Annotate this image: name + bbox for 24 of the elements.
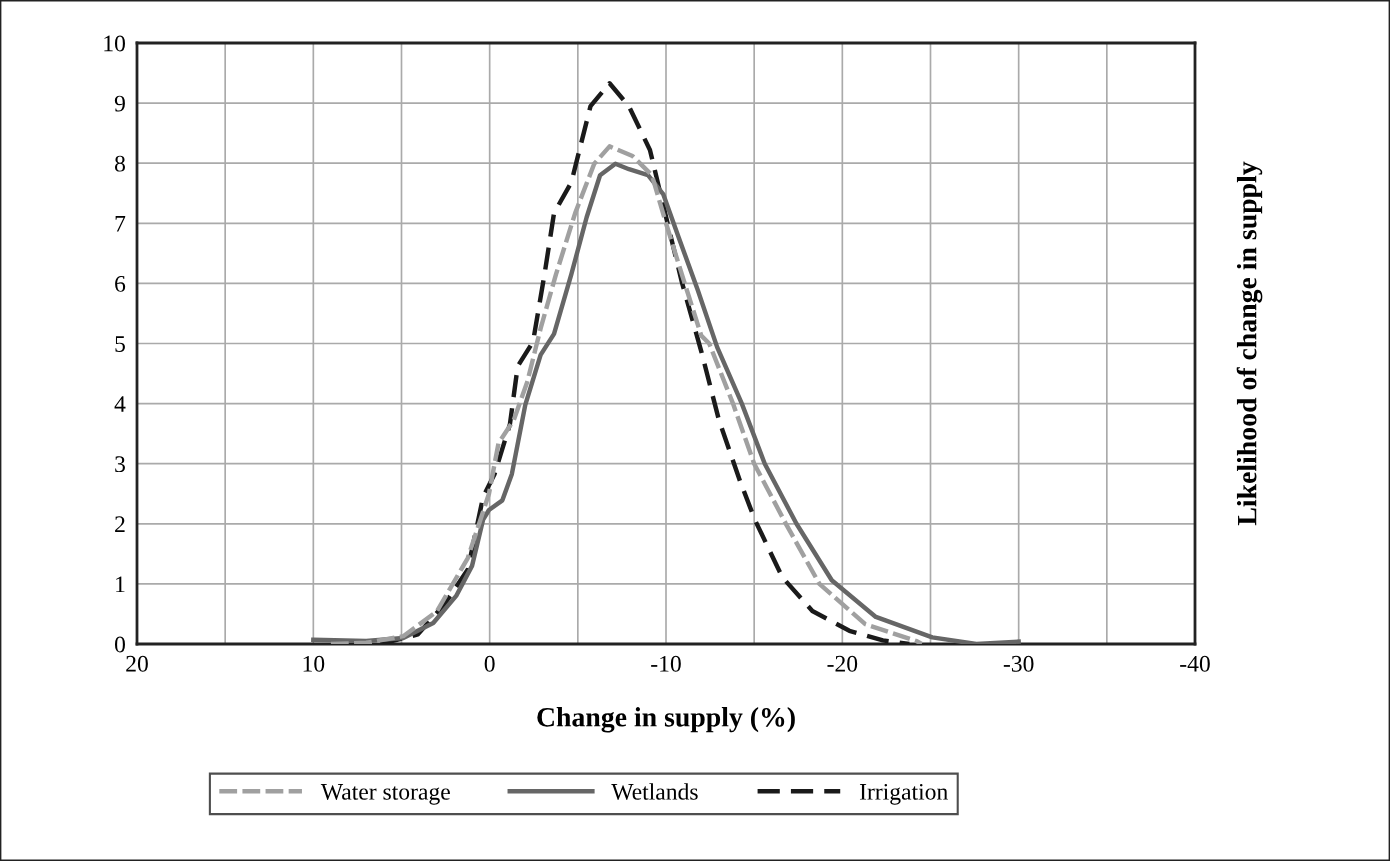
y-tick-label: 7 bbox=[115, 216, 126, 232]
y-tick-label: 1 bbox=[116, 576, 125, 593]
y-tick-label: 2 bbox=[115, 516, 125, 532]
y-tick-label: 0 bbox=[114, 636, 125, 653]
y-tick-label: 10 bbox=[104, 35, 125, 52]
y-tick-label: 4 bbox=[114, 396, 126, 412]
x-tick-label: -40 bbox=[1180, 655, 1210, 672]
y-tick-label: 6 bbox=[115, 275, 126, 292]
x-tick-label: -10 bbox=[651, 655, 681, 672]
y-tick-label: 8 bbox=[114, 155, 125, 172]
y-tick-label: 3 bbox=[115, 456, 125, 473]
x-axis-title: Change in supply (%) bbox=[537, 707, 795, 733]
x-tick-label: 10 bbox=[303, 655, 325, 672]
y-tick-label: 9 bbox=[114, 95, 125, 112]
y-tick-label: 5 bbox=[115, 336, 125, 352]
legend-label: Water storage bbox=[320, 784, 450, 805]
x-tick-label: -20 bbox=[827, 655, 858, 672]
y-axis-title: Likelihood of change in supply bbox=[1236, 161, 1263, 526]
line-series bbox=[311, 161, 1021, 644]
x-tick-label: 0 bbox=[484, 655, 495, 672]
x-tick-label: 20 bbox=[126, 655, 148, 672]
x-tick-label: -30 bbox=[1003, 655, 1034, 672]
legend-label: Irrigation bbox=[859, 783, 948, 805]
legend-label: Wetlands bbox=[611, 783, 698, 800]
